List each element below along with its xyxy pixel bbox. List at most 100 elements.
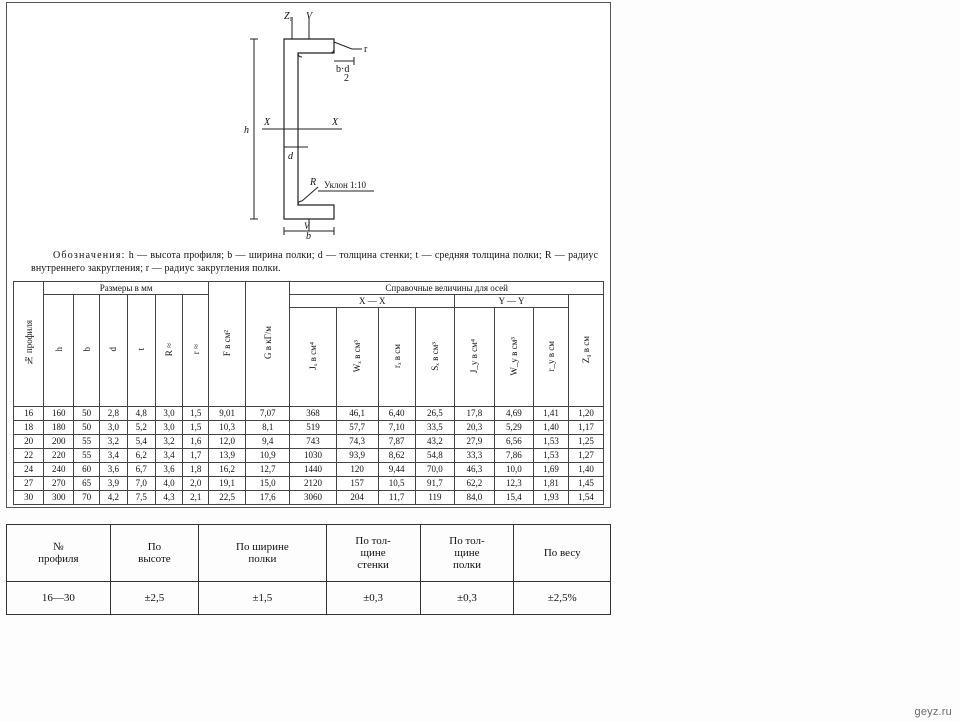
cell: 1,93 — [534, 491, 569, 505]
tol-header: По тол-щине полки — [420, 525, 514, 582]
tol-cell: ±0,3 — [326, 582, 420, 615]
profiles-table: № профиля Размеры в мм F в см² G в кГ/м … — [13, 281, 604, 505]
tol-cell: 16—30 — [7, 582, 111, 615]
cell: 7,87 — [378, 435, 415, 449]
cell: 204 — [336, 491, 378, 505]
col-ry: r_y в см — [546, 337, 556, 375]
cell: 11,7 — [378, 491, 415, 505]
cell: 1,7 — [183, 449, 209, 463]
cell: 1,25 — [568, 435, 603, 449]
cell: 3,6 — [99, 463, 127, 477]
cell: 270 — [44, 477, 74, 491]
col-F: F в см² — [222, 326, 232, 360]
cell: 8,62 — [378, 449, 415, 463]
cell: 1,53 — [534, 449, 569, 463]
cell: 240 — [44, 463, 74, 477]
cell: 6,56 — [494, 435, 533, 449]
cell: 7,0 — [127, 477, 155, 491]
cell: 22 — [14, 449, 44, 463]
cell: 10,9 — [246, 449, 290, 463]
col-R: R ≈ — [164, 339, 174, 360]
cell: 84,0 — [455, 491, 494, 505]
cell: 1,41 — [534, 407, 569, 421]
label-r: r — [364, 44, 368, 55]
col-Z0: Z₀ в см — [581, 332, 591, 367]
cell: 93,9 — [336, 449, 378, 463]
cell: 50 — [74, 421, 100, 435]
cell: 8,1 — [246, 421, 290, 435]
col-no: № профиля — [24, 316, 34, 369]
cell: 1,54 — [568, 491, 603, 505]
cell: 519 — [290, 421, 336, 435]
cell: 7,07 — [246, 407, 290, 421]
cell: 1,17 — [568, 421, 603, 435]
col-b: b — [82, 343, 92, 356]
cell: 368 — [290, 407, 336, 421]
cell: 1,6 — [183, 435, 209, 449]
cell: 6,7 — [127, 463, 155, 477]
label-two: 2 — [344, 73, 349, 84]
cell: 3,0 — [155, 407, 183, 421]
cell: 5,2 — [127, 421, 155, 435]
cell: 15,4 — [494, 491, 533, 505]
label-b: b — [306, 231, 311, 239]
tol-cell: ±2,5% — [514, 582, 611, 615]
cell: 120 — [336, 463, 378, 477]
hdr-ref: Справочные величины для осей — [290, 282, 604, 295]
hdr-yy: Y — Y — [455, 295, 569, 308]
table-row: 16160502,84,83,01,59,017,0736846,16,4026… — [14, 407, 604, 421]
label-x-right: X — [331, 117, 339, 128]
cell: 180 — [44, 421, 74, 435]
watermark: geyz.ru — [915, 706, 952, 718]
cell: 27,9 — [455, 435, 494, 449]
cell: 20,3 — [455, 421, 494, 435]
cell: 43,2 — [415, 435, 454, 449]
cell: 70,0 — [415, 463, 454, 477]
cell: 17,8 — [455, 407, 494, 421]
cell: 1,5 — [183, 407, 209, 421]
cell: 7,10 — [378, 421, 415, 435]
cell: 55 — [74, 435, 100, 449]
table-row: 18180503,05,23,01,510,38,151957,77,1033,… — [14, 421, 604, 435]
cell: 2,8 — [99, 407, 127, 421]
cell: 1,8 — [183, 463, 209, 477]
tolerance-frame: №профиляПовысотеПо ширинеполкиПо тол-щин… — [6, 524, 611, 615]
cell: 17,6 — [246, 491, 290, 505]
cell: 3,0 — [155, 421, 183, 435]
cell: 1440 — [290, 463, 336, 477]
cell: 3,4 — [99, 449, 127, 463]
label-d: d — [288, 151, 294, 162]
cell: 9,4 — [246, 435, 290, 449]
label-R: R — [309, 177, 316, 188]
tol-header: №профиля — [7, 525, 111, 582]
cell: 74,3 — [336, 435, 378, 449]
cell: 91,7 — [415, 477, 454, 491]
cell: 10,0 — [494, 463, 533, 477]
label-slope: Уклон 1:10 — [324, 180, 367, 190]
col-d: d — [108, 343, 118, 356]
channel-diagram: r b·d 2 Z₀ V X X d — [214, 9, 404, 239]
cell: 24 — [14, 463, 44, 477]
label-v-top: V — [306, 11, 314, 22]
cell: 65 — [74, 477, 100, 491]
cell: 19,1 — [209, 477, 246, 491]
cell: 18 — [14, 421, 44, 435]
cell: 54,8 — [415, 449, 454, 463]
cell: 1,69 — [534, 463, 569, 477]
table-row: 30300704,27,54,32,122,517,6306020411,711… — [14, 491, 604, 505]
cell: 3,4 — [155, 449, 183, 463]
tol-cell: ±2,5 — [110, 582, 198, 615]
cell: 1,53 — [534, 435, 569, 449]
col-h: h — [54, 343, 64, 356]
table-row: 27270653,97,04,02,019,115,0212015710,591… — [14, 477, 604, 491]
cell: 3,9 — [99, 477, 127, 491]
cell: 50 — [74, 407, 100, 421]
tol-header: По весу — [514, 525, 611, 582]
cell: 157 — [336, 477, 378, 491]
cell: 16 — [14, 407, 44, 421]
cell: 12,7 — [246, 463, 290, 477]
cell: 46,3 — [455, 463, 494, 477]
cell: 22,5 — [209, 491, 246, 505]
cell: 4,8 — [127, 407, 155, 421]
hdr-sizes: Размеры в мм — [44, 282, 209, 295]
